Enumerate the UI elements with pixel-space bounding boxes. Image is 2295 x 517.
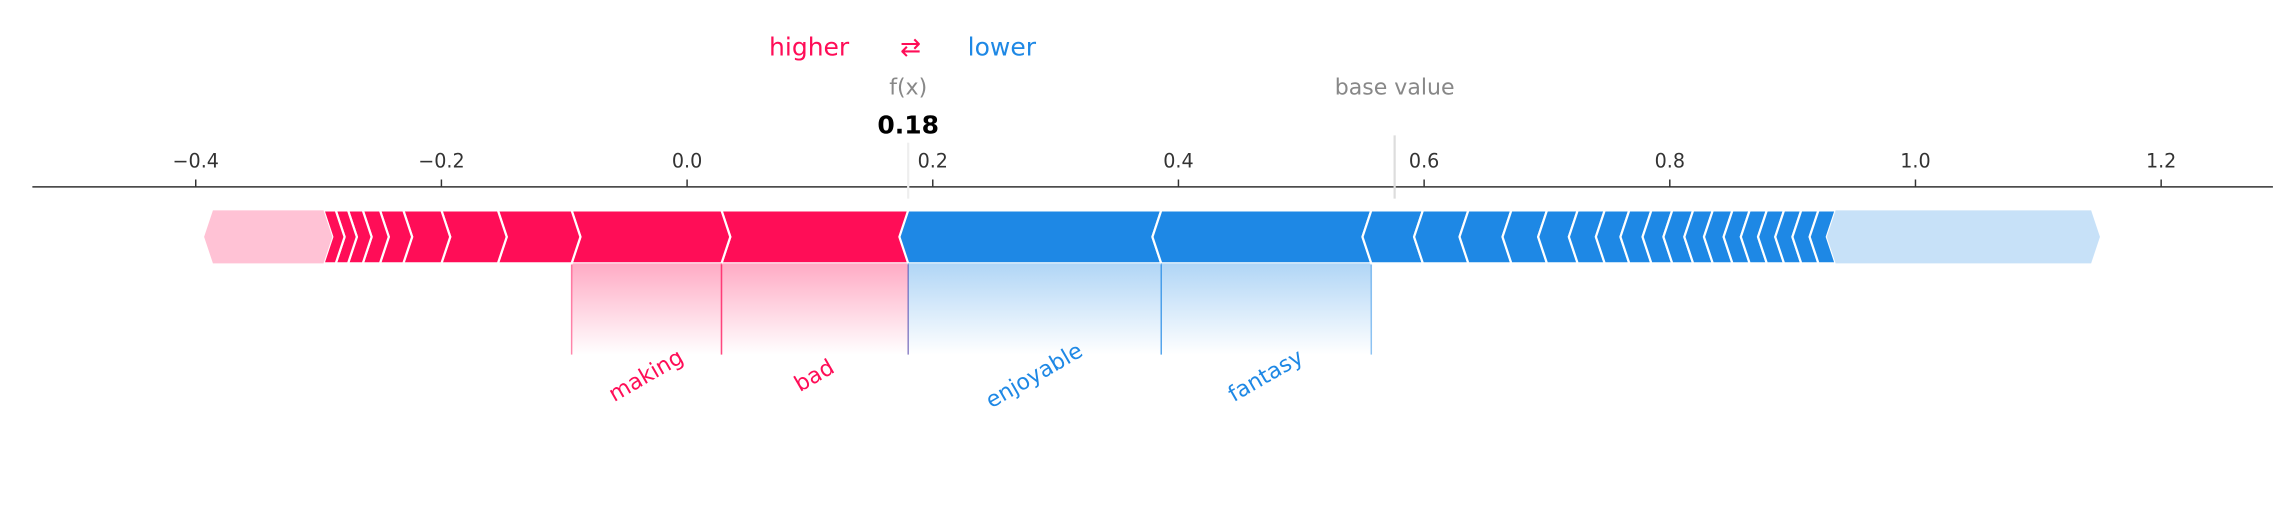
output-label: f(x) xyxy=(889,75,927,100)
force-segment xyxy=(496,209,582,265)
x-tick-label: −0.2 xyxy=(418,149,464,172)
x-tick-label: 0.8 xyxy=(1655,149,1685,172)
x-tick-label: 0.0 xyxy=(672,149,702,172)
force-segment xyxy=(719,209,919,265)
x-tick-label: 0.2 xyxy=(918,149,948,172)
force-segment xyxy=(321,209,346,265)
legend-arrow: ⇄ xyxy=(900,33,921,62)
feature-shade xyxy=(571,263,722,355)
x-tick-label: 0.4 xyxy=(1163,149,1193,172)
force-segment xyxy=(898,209,1163,265)
force-segment xyxy=(204,210,333,264)
feature-label: bad xyxy=(790,355,838,397)
force-segment xyxy=(1826,210,2100,264)
base-value-label: base value xyxy=(1335,75,1455,100)
legend-higher: higher xyxy=(769,33,850,62)
feature-shade xyxy=(908,263,1162,355)
force-segment xyxy=(1808,209,1838,265)
feature-shade xyxy=(721,263,909,355)
feature-shade xyxy=(1161,263,1372,355)
force-segment xyxy=(1151,209,1373,265)
x-tick-label: −0.4 xyxy=(173,149,219,172)
output-value: 0.18 xyxy=(877,111,939,140)
x-tick-label: 1.2 xyxy=(2146,149,2176,172)
force-segment xyxy=(570,209,732,265)
legend-lower: lower xyxy=(968,33,1037,62)
x-tick-label: 0.6 xyxy=(1409,149,1439,172)
x-tick-label: 1.0 xyxy=(1900,149,1930,172)
